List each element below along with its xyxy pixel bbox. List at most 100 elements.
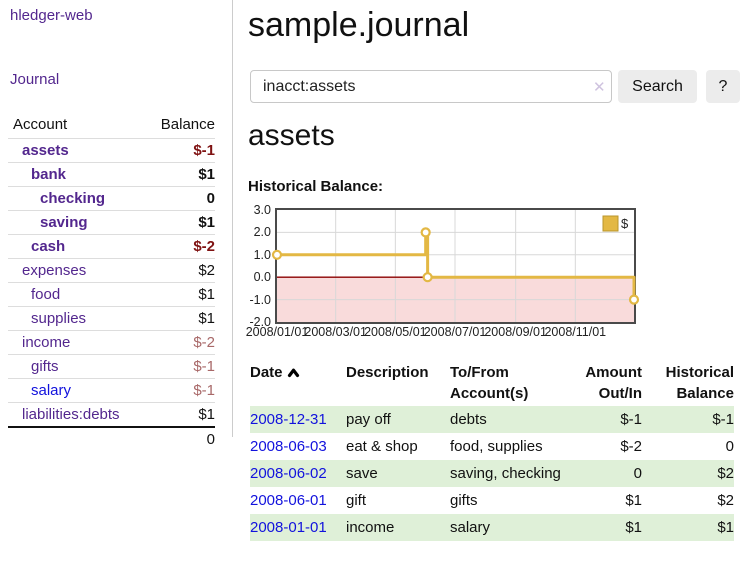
clear-search-icon[interactable]: ✕ bbox=[593, 79, 606, 96]
accounts-col-balance: Balance bbox=[160, 116, 215, 133]
account-balance: $-2 bbox=[193, 334, 215, 351]
x-tick-label: 2008/11/01 bbox=[544, 325, 607, 339]
y-tick-label: 3.0 bbox=[253, 203, 271, 217]
transaction-date-link[interactable]: 2008-12-31 bbox=[250, 411, 327, 428]
transaction-amount-cell: $1 bbox=[625, 492, 642, 509]
account-link[interactable]: supplies bbox=[31, 310, 87, 327]
transaction-date-link[interactable]: 2008-06-03 bbox=[250, 438, 327, 455]
search-button[interactable]: Search bbox=[618, 70, 697, 103]
account-balance: $1 bbox=[198, 406, 215, 423]
account-row: assets $-1 bbox=[8, 138, 215, 162]
account-link[interactable]: bank bbox=[31, 166, 67, 183]
accounts-table-header: Account Balance bbox=[8, 113, 215, 138]
transaction-date-cell: 2008-01-01 bbox=[250, 514, 346, 541]
chart-canvas: $ bbox=[271, 210, 640, 322]
account-row: gifts $-1 bbox=[8, 354, 215, 378]
account-balance: $1 bbox=[198, 214, 215, 231]
accounts-panel: Account Balance assets $-1 bank $1 checking 0… bbox=[8, 113, 215, 450]
account-balance: $-2 bbox=[193, 238, 215, 255]
transaction-balance-cell: $1 bbox=[717, 519, 734, 536]
account-link[interactable]: assets bbox=[22, 142, 69, 159]
account-row: salary $-1 bbox=[8, 378, 215, 402]
transaction-balance-cell: $2 bbox=[717, 492, 734, 509]
svg-text:$: $ bbox=[621, 216, 629, 231]
chart-title: Historical Balance: bbox=[248, 178, 384, 195]
transaction-amount-cell: $1 bbox=[625, 519, 642, 536]
x-tick-label: 2008/05/01 bbox=[364, 325, 427, 339]
y-tick-label: 1.0 bbox=[253, 247, 271, 262]
account-row: bank $1 bbox=[8, 162, 215, 186]
account-balance: $-1 bbox=[193, 142, 215, 159]
accounts-total-value: 0 bbox=[206, 431, 215, 448]
register-header-row: Date Description To/From Account(s) Amou… bbox=[250, 360, 734, 406]
transaction-accounts-cell: saving, checking bbox=[450, 465, 561, 482]
transaction-row: 2008-06-03 eat & shop food, supplies $-2 0 bbox=[250, 433, 734, 460]
transaction-description-cell: eat & shop bbox=[346, 438, 418, 455]
transaction-accounts-cell: food, supplies bbox=[450, 438, 543, 455]
accounts-tree: assets $-1 bank $1 checking 0 saving $1 cash $-2 e… bbox=[8, 138, 215, 426]
account-balance: $-1 bbox=[193, 382, 215, 399]
transaction-amount-cell: 0 bbox=[633, 465, 642, 482]
column-header-date[interactable]: Date bbox=[250, 360, 346, 406]
account-link[interactable]: gifts bbox=[31, 358, 59, 375]
transaction-description-cell: save bbox=[346, 465, 378, 482]
account-balance: $1 bbox=[198, 166, 215, 183]
account-balance: $2 bbox=[198, 262, 215, 279]
y-tick-label: -2.0 bbox=[249, 315, 271, 329]
app-title-link[interactable]: hledger-web bbox=[10, 7, 93, 24]
transaction-date-cell: 2008-06-01 bbox=[250, 487, 346, 514]
column-header-accounts[interactable]: To/From Account(s) bbox=[450, 364, 529, 402]
account-balance: $1 bbox=[198, 310, 215, 327]
account-link[interactable]: income bbox=[22, 334, 71, 351]
sort-ascending-icon bbox=[287, 368, 299, 378]
transaction-accounts-cell: debts bbox=[450, 411, 487, 428]
page-title: sample.journal bbox=[248, 6, 470, 44]
account-balance: $1 bbox=[198, 286, 215, 303]
balance-chart: $ bbox=[271, 208, 640, 324]
account-link[interactable]: saving bbox=[40, 214, 88, 231]
y-tick-label: 2.0 bbox=[253, 225, 271, 240]
account-link[interactable]: expenses bbox=[22, 262, 87, 279]
column-header-description[interactable]: Description bbox=[346, 364, 429, 381]
y-tick-label: 0.0 bbox=[253, 270, 271, 285]
account-link[interactable]: checking bbox=[40, 190, 106, 207]
accounts-total-row: 0 bbox=[8, 426, 215, 450]
transaction-date-link[interactable]: 2008-06-02 bbox=[250, 465, 327, 482]
register-table: Date Description To/From Account(s) Amou… bbox=[250, 360, 734, 541]
account-row: saving $1 bbox=[8, 210, 215, 234]
account-row: liabilities:debts $1 bbox=[8, 402, 215, 426]
account-row: food $1 bbox=[8, 282, 215, 306]
account-link[interactable]: food bbox=[31, 286, 61, 303]
transaction-description-cell: pay off bbox=[346, 411, 391, 428]
x-tick-label: 2008/01/01 bbox=[245, 325, 309, 339]
y-tick-label: -1.0 bbox=[249, 292, 271, 307]
transaction-row: 2008-06-02 save saving, checking 0 $2 bbox=[250, 460, 734, 487]
transaction-balance-cell: 0 bbox=[725, 438, 734, 455]
account-link[interactable]: cash bbox=[31, 238, 66, 255]
account-link[interactable]: liabilities:debts bbox=[22, 406, 120, 423]
transaction-row: 2008-12-31 pay off debts $-1 $-1 bbox=[250, 406, 734, 433]
sidebar-item-journal[interactable]: Journal bbox=[10, 71, 60, 88]
transaction-date-link[interactable]: 2008-06-01 bbox=[250, 492, 327, 509]
transaction-accounts-cell: gifts bbox=[450, 492, 478, 509]
search-input[interactable] bbox=[250, 70, 612, 103]
transaction-description-cell: gift bbox=[346, 492, 367, 509]
account-row: supplies $1 bbox=[8, 306, 215, 330]
x-tick-label: 2008/07/01 bbox=[423, 325, 487, 339]
transaction-date-cell: 2008-12-31 bbox=[250, 406, 346, 433]
transaction-amount-cell: $-1 bbox=[620, 411, 642, 428]
transaction-balance-cell: $-1 bbox=[712, 411, 734, 428]
x-tick-label: 2008/03/01 bbox=[304, 325, 367, 339]
transaction-date-link[interactable]: 2008-01-01 bbox=[250, 519, 327, 536]
account-row: checking 0 bbox=[8, 186, 215, 210]
account-title: assets bbox=[248, 119, 335, 152]
account-link[interactable]: salary bbox=[31, 382, 72, 399]
account-balance: 0 bbox=[206, 190, 215, 207]
column-header-balance[interactable]: Historical Balance bbox=[665, 364, 734, 402]
account-row: cash $-2 bbox=[8, 234, 215, 258]
transaction-balance-cell: $2 bbox=[717, 465, 734, 482]
column-header-amount[interactable]: Amount Out/In bbox=[585, 364, 642, 402]
transaction-date-cell: 2008-06-02 bbox=[250, 460, 346, 487]
help-button[interactable]: ? bbox=[706, 70, 740, 103]
